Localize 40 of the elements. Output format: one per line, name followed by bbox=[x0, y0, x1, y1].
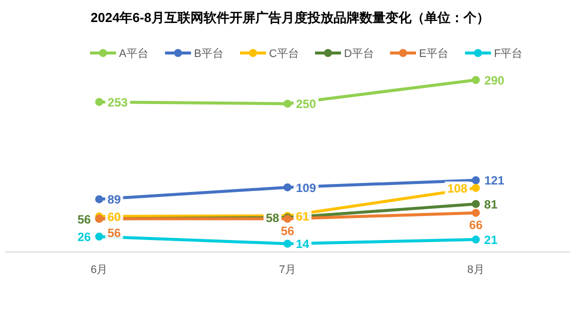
data-label: 66 bbox=[469, 218, 483, 232]
legend-label: E平台 bbox=[419, 47, 448, 60]
data-label: 60 bbox=[107, 210, 122, 224]
data-label: 81 bbox=[484, 197, 498, 212]
data-label: 21 bbox=[484, 233, 498, 248]
data-label: 108 bbox=[447, 181, 468, 196]
legend-label: A平台 bbox=[119, 47, 148, 60]
point bbox=[95, 195, 104, 204]
point bbox=[472, 200, 480, 208]
point bbox=[472, 184, 480, 192]
data-label: 58 bbox=[266, 211, 280, 226]
data-label: 89 bbox=[107, 192, 122, 207]
data-label: 61 bbox=[296, 209, 310, 224]
point bbox=[284, 240, 292, 248]
data-label: 56 bbox=[77, 212, 92, 226]
legend-label: D平台 bbox=[344, 47, 374, 60]
x-tick-label: 8月 bbox=[467, 264, 484, 276]
legend-label: F平台 bbox=[494, 47, 523, 60]
x-tick-label: 7月 bbox=[278, 264, 296, 276]
data-label: 56 bbox=[280, 224, 294, 238]
point bbox=[95, 232, 104, 241]
point bbox=[472, 208, 480, 217]
data-label: 290 bbox=[484, 74, 505, 88]
legend-label: C平台 bbox=[269, 47, 299, 60]
point bbox=[472, 76, 480, 84]
point bbox=[284, 183, 292, 192]
data-label: 109 bbox=[296, 180, 316, 195]
point bbox=[472, 236, 480, 244]
point bbox=[284, 100, 292, 108]
chart-title: 2024年6-8月互联网软件开屏广告月度投放品牌数量变化（单位：个） bbox=[90, 10, 490, 25]
data-label: 253 bbox=[108, 95, 128, 110]
data-label: 250 bbox=[296, 97, 316, 112]
point bbox=[95, 98, 104, 106]
legend-label: B平台 bbox=[194, 47, 224, 60]
data-label: 14 bbox=[296, 237, 310, 252]
data-label: 56 bbox=[107, 226, 122, 240]
data-label: 121 bbox=[484, 174, 505, 188]
x-tick-label: 6月 bbox=[90, 264, 108, 276]
point bbox=[472, 176, 480, 184]
data-label: 26 bbox=[77, 230, 92, 244]
